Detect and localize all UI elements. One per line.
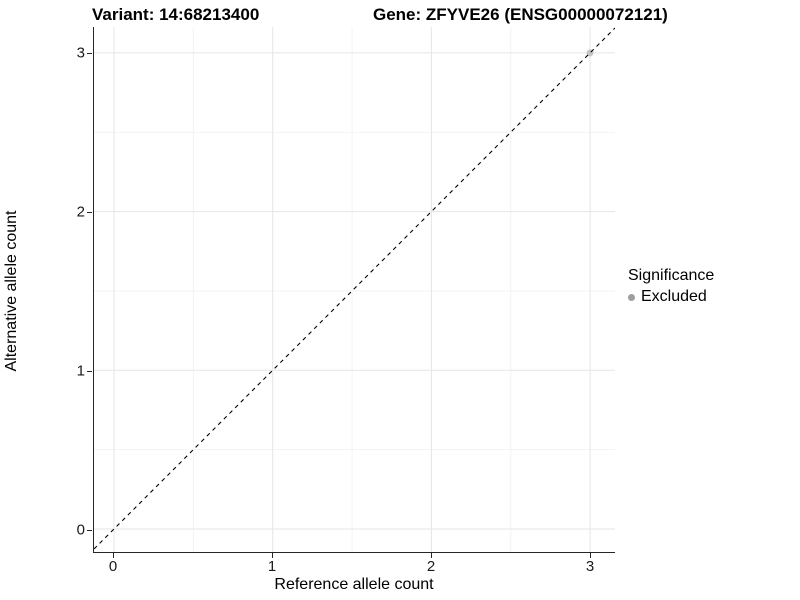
y-tick-label: 2 bbox=[76, 203, 85, 221]
legend: Significance Excluded bbox=[628, 267, 714, 306]
x-tick-label: 1 bbox=[267, 558, 277, 575]
legend-item-excluded: Excluded bbox=[628, 288, 714, 306]
x-axis-tick bbox=[431, 553, 433, 558]
x-axis-title: Reference allele count bbox=[274, 576, 434, 593]
legend-point-icon bbox=[628, 293, 635, 301]
legend-title: Significance bbox=[628, 267, 715, 284]
y-axis-tick bbox=[87, 52, 92, 54]
plot-title-variant: Variant: 14:68213400 bbox=[92, 5, 260, 24]
chart-canvas bbox=[94, 27, 615, 552]
y-axis-tick bbox=[87, 370, 92, 372]
x-tick-label: 0 bbox=[108, 558, 118, 575]
y-axis-title: Alternative allele count bbox=[3, 210, 20, 372]
y-tick-label: 3 bbox=[76, 44, 85, 62]
x-axis-tick bbox=[590, 553, 592, 558]
y-tick-label: 0 bbox=[76, 521, 85, 539]
x-tick-label: 2 bbox=[426, 558, 436, 575]
legend-item-label: Excluded bbox=[641, 288, 707, 305]
x-axis-tick bbox=[113, 553, 115, 558]
plot-title-gene: Gene: ZFYVE26 (ENSG00000072121) bbox=[373, 5, 668, 24]
plot-panel bbox=[93, 27, 615, 553]
x-tick-label: 3 bbox=[585, 558, 595, 575]
y-axis-tick bbox=[87, 211, 92, 213]
y-tick-label: 1 bbox=[76, 362, 85, 380]
x-axis-tick bbox=[272, 553, 274, 558]
identity-reference-line bbox=[94, 27, 615, 550]
y-axis-tick bbox=[87, 529, 92, 531]
